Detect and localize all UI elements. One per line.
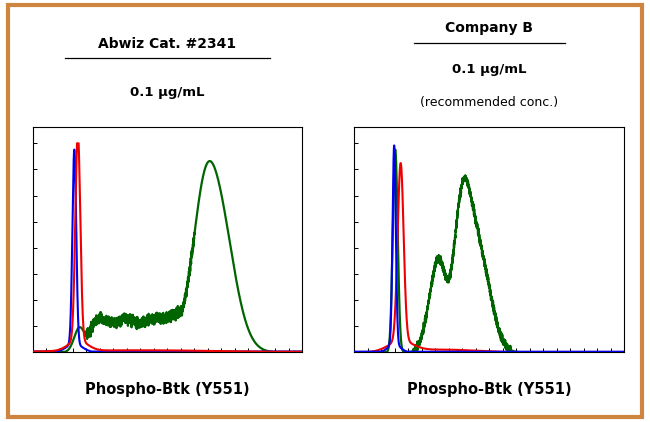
Text: (recommended conc.): (recommended conc.) (420, 96, 558, 109)
Text: Abwiz Cat. #2341: Abwiz Cat. #2341 (98, 37, 237, 51)
Text: 0.1 μg/mL: 0.1 μg/mL (130, 86, 205, 99)
Text: Company B: Company B (445, 21, 533, 35)
Text: Phospho-Btk (Y551): Phospho-Btk (Y551) (85, 382, 250, 397)
Text: 0.1 μg/mL: 0.1 μg/mL (452, 63, 526, 76)
Text: Phospho-Btk (Y551): Phospho-Btk (Y551) (407, 382, 571, 397)
